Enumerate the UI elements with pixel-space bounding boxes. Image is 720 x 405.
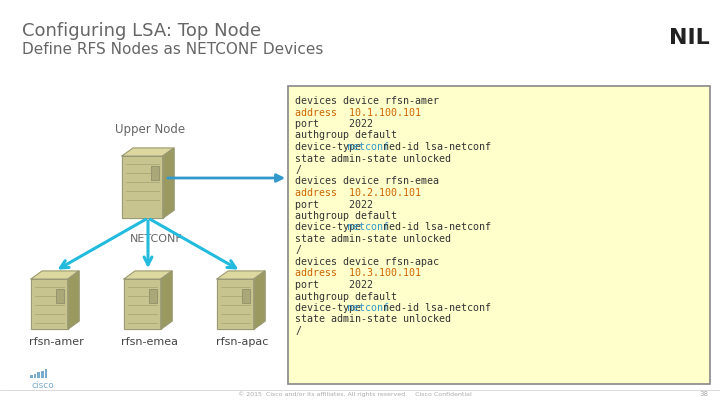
Text: NETCONF: NETCONF <box>130 234 183 244</box>
Polygon shape <box>31 271 79 279</box>
Text: rfsn-apac: rfsn-apac <box>216 337 268 347</box>
Polygon shape <box>217 271 265 279</box>
Text: Upper Node: Upper Node <box>115 123 185 136</box>
Polygon shape <box>122 148 174 156</box>
Text: address  10.3.100.101: address 10.3.100.101 <box>295 269 421 279</box>
Text: /: / <box>295 245 301 256</box>
Text: devices device rfsn-emea: devices device rfsn-emea <box>295 177 439 186</box>
Polygon shape <box>68 271 79 329</box>
Text: rfsn-amer: rfsn-amer <box>29 337 84 347</box>
Text: port     2022: port 2022 <box>295 280 373 290</box>
Polygon shape <box>124 271 172 279</box>
Text: /: / <box>295 165 301 175</box>
Text: authgroup default: authgroup default <box>295 130 397 141</box>
Text: netconf: netconf <box>347 142 389 152</box>
Bar <box>149 289 157 303</box>
Text: Define RFS Nodes as NETCONF Devices: Define RFS Nodes as NETCONF Devices <box>22 42 323 57</box>
Bar <box>37 372 40 378</box>
FancyBboxPatch shape <box>288 86 710 384</box>
Text: netconf: netconf <box>347 222 389 232</box>
Text: port     2022: port 2022 <box>295 119 373 129</box>
Bar <box>56 289 64 303</box>
Text: ned-id lsa-netconf: ned-id lsa-netconf <box>377 303 491 313</box>
Text: device-type: device-type <box>295 303 367 313</box>
Polygon shape <box>124 279 161 329</box>
Polygon shape <box>254 271 265 329</box>
Text: netconf: netconf <box>347 303 389 313</box>
Polygon shape <box>217 279 254 329</box>
Text: rfsn-emea: rfsn-emea <box>120 337 178 347</box>
Bar <box>34 373 36 378</box>
Text: ned-id lsa-netconf: ned-id lsa-netconf <box>377 142 491 152</box>
Text: © 2015  Cisco and/or its affiliates. All rights reserved.    Cisco Confidential: © 2015 Cisco and/or its affiliates. All … <box>238 391 472 397</box>
Text: port     2022: port 2022 <box>295 200 373 209</box>
Bar <box>30 375 32 378</box>
Text: device-type: device-type <box>295 142 367 152</box>
Text: ned-id lsa-netconf: ned-id lsa-netconf <box>377 222 491 232</box>
Text: devices device rfsn-apac: devices device rfsn-apac <box>295 257 439 267</box>
Text: device-type: device-type <box>295 222 367 232</box>
Text: address  10.2.100.101: address 10.2.100.101 <box>295 188 421 198</box>
Bar <box>242 289 250 303</box>
Bar <box>45 369 48 378</box>
Text: state admin-state unlocked: state admin-state unlocked <box>295 153 451 164</box>
Polygon shape <box>31 279 68 329</box>
Polygon shape <box>122 156 163 218</box>
Text: cisco: cisco <box>32 381 55 390</box>
Text: devices device rfsn-amer: devices device rfsn-amer <box>295 96 439 106</box>
Text: state admin-state unlocked: state admin-state unlocked <box>295 234 451 244</box>
Bar <box>151 166 159 180</box>
Text: authgroup default: authgroup default <box>295 211 397 221</box>
Text: NIL: NIL <box>670 28 710 48</box>
Text: 38: 38 <box>699 391 708 397</box>
Text: state admin-state unlocked: state admin-state unlocked <box>295 315 451 324</box>
Text: /: / <box>295 326 301 336</box>
Polygon shape <box>161 271 172 329</box>
Text: authgroup default: authgroup default <box>295 292 397 301</box>
Text: address  10.1.100.101: address 10.1.100.101 <box>295 107 421 117</box>
Text: Configuring LSA: Top Node: Configuring LSA: Top Node <box>22 22 261 40</box>
Bar <box>41 371 44 378</box>
Polygon shape <box>163 148 174 218</box>
